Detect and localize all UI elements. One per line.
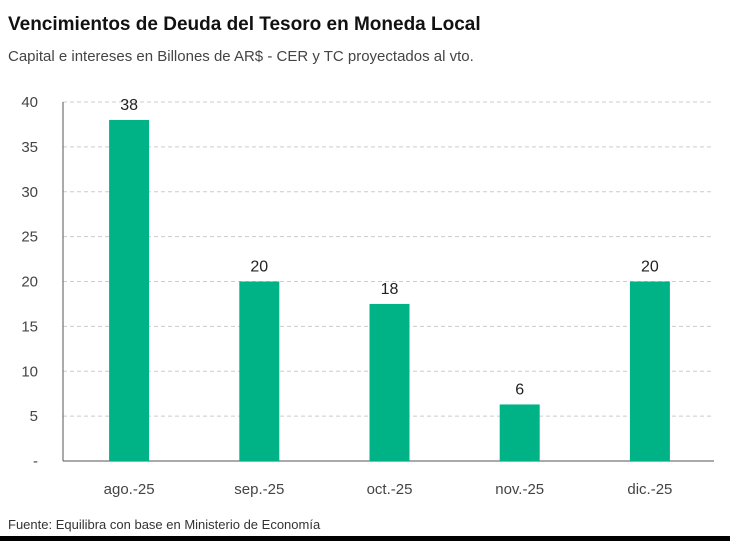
bar (499, 404, 540, 461)
source-note: Fuente: Equilibra con base en Ministerio… (8, 517, 321, 532)
bar (629, 281, 670, 461)
y-tick-label: 35 (21, 139, 38, 156)
y-tick-label: 40 (21, 94, 38, 111)
x-tick-label: ago.-25 (104, 481, 155, 498)
data-label: 6 (515, 381, 524, 398)
data-label: 20 (250, 259, 268, 276)
bar (369, 303, 410, 461)
x-tick-label: sep.-25 (234, 481, 284, 498)
data-label: 18 (381, 281, 399, 298)
x-tick-label: dic.-25 (627, 481, 672, 498)
y-tick-label: 5 (30, 408, 38, 425)
chart-subtitle: Capital e intereses en Billones de AR$ -… (8, 48, 474, 65)
data-label: 20 (641, 259, 659, 276)
bar (109, 119, 150, 461)
y-tick-label: 30 (21, 184, 38, 201)
y-tick-label: 10 (21, 363, 38, 380)
y-tick-label: 20 (21, 274, 38, 291)
bottom-border (0, 536, 730, 541)
y-tick-label: - (33, 453, 38, 470)
bar (239, 281, 280, 461)
x-tick-label: nov.-25 (495, 481, 544, 498)
y-tick-label: 15 (21, 318, 38, 335)
data-label: 38 (120, 97, 138, 114)
y-tick-label: 25 (21, 229, 38, 246)
chart-title: Vencimientos de Deuda del Tesoro en Mone… (8, 14, 481, 35)
x-tick-label: oct.-25 (367, 481, 413, 498)
